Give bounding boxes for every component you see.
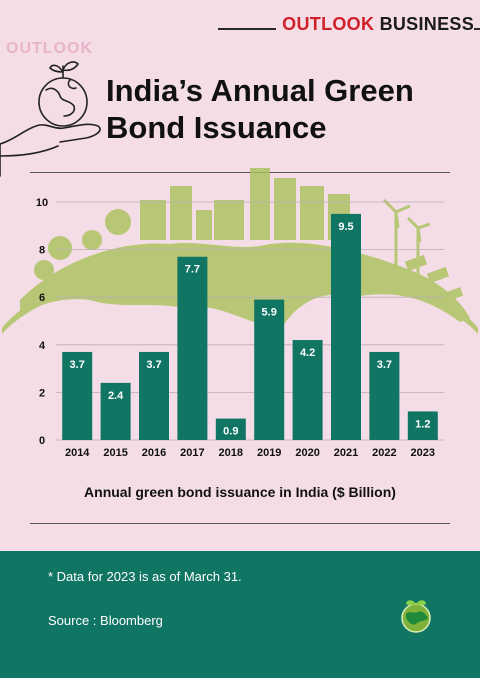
y-tick-label: 4 [39,340,46,352]
bar-value-label: 3.7 [70,359,85,371]
y-axis-ticks: 0 2 4 6 8 10 [36,197,48,447]
smokestack-1 [250,168,270,240]
green-globe-icon [401,600,431,633]
y-tick-label: 8 [39,245,45,257]
y-tick-label: 0 [39,435,45,447]
solar-panel-2 [426,266,450,284]
bar [292,340,323,440]
source-credit: Source : Bloomberg [48,613,163,628]
bar [331,213,361,440]
building-2 [170,186,192,240]
bar-value-label: 2.4 [108,390,124,402]
bar-value-label: 3.7 [377,359,392,371]
wind-turbine-1 [382,198,411,270]
x-tick-label: 2023 [411,447,435,459]
wind-turbine-2 [406,216,431,282]
x-tick-label: 2022 [372,447,396,459]
brand-logo: OUTLOOK BUSINESS [276,14,474,35]
bar-value-label: 1.2 [415,418,430,430]
brand-rest-word: BUSINESS [379,14,474,34]
x-tick-label: 2016 [142,447,166,459]
x-axis-label: Annual green bond issuance in India ($ B… [84,484,396,500]
bar [215,418,246,440]
hand-holding-earth-icon [0,61,101,177]
bar [369,351,400,440]
earth-landmass [20,242,470,330]
tree-4 [34,260,54,280]
x-tick-label: 2014 [65,447,90,459]
x-tick-label: 2018 [219,447,243,459]
bar [100,382,131,440]
x-axis-ticks: 2014 2015 2016 2017 2018 2019 2020 2021 2022 2023 [65,447,435,459]
tree-1 [48,236,72,260]
bar-value-label: 7.7 [185,264,200,276]
bar [254,299,285,440]
bar-value-label: 3.7 [146,359,161,371]
x-tick-label: 2017 [180,447,204,459]
factory [214,200,244,240]
x-tick-label: 2021 [334,447,358,459]
tree-3 [105,209,131,235]
footer-band [0,551,480,678]
x-tick-label: 2019 [257,447,281,459]
building-3 [196,210,212,240]
building-4 [274,178,296,240]
top-divider [30,172,450,173]
ghost-logo-text: OUTLOOK [6,40,93,57]
solar-panel-1 [404,254,428,272]
bar [139,351,169,440]
bottom-divider [30,523,450,524]
building-1 [140,200,166,240]
page-title: India’s Annual Green Bond Issuance [106,72,414,146]
brand-accent-word: OUTLOOK [282,14,375,34]
bar [177,256,208,440]
building-5 [300,186,324,240]
solar-panel-3 [443,287,464,302]
bar-value-label: 0.9 [223,426,238,438]
bars: 3.7 2.4 3.7 7.7 0.9 5.9 4.2 9.5 3.7 1.2 [62,213,438,440]
bar [62,351,93,440]
x-tick-label: 2020 [295,447,319,459]
bar-value-label: 5.9 [262,307,277,319]
bar [407,411,438,440]
y-tick-label: 2 [39,387,45,399]
title-line-1: India’s Annual Green [106,73,414,108]
tree-2 [82,230,102,250]
bar-value-label: 9.5 [338,221,353,233]
title-line-2: Bond Issuance [106,110,327,145]
y-tick-label: 6 [39,292,45,304]
bar-value-label: 4.2 [300,347,315,359]
x-tick-label: 2015 [103,447,127,459]
bar-chart: 0 2 4 6 8 10 3.7 2.4 3.7 7.7 0.9 5.9 4.2 9.5 3.7 1.2 2… [2,168,478,459]
background-illustration [2,168,478,334]
y-tick-label: 10 [36,197,48,209]
footnote: * Data for 2023 is as of March 31. [48,569,242,584]
